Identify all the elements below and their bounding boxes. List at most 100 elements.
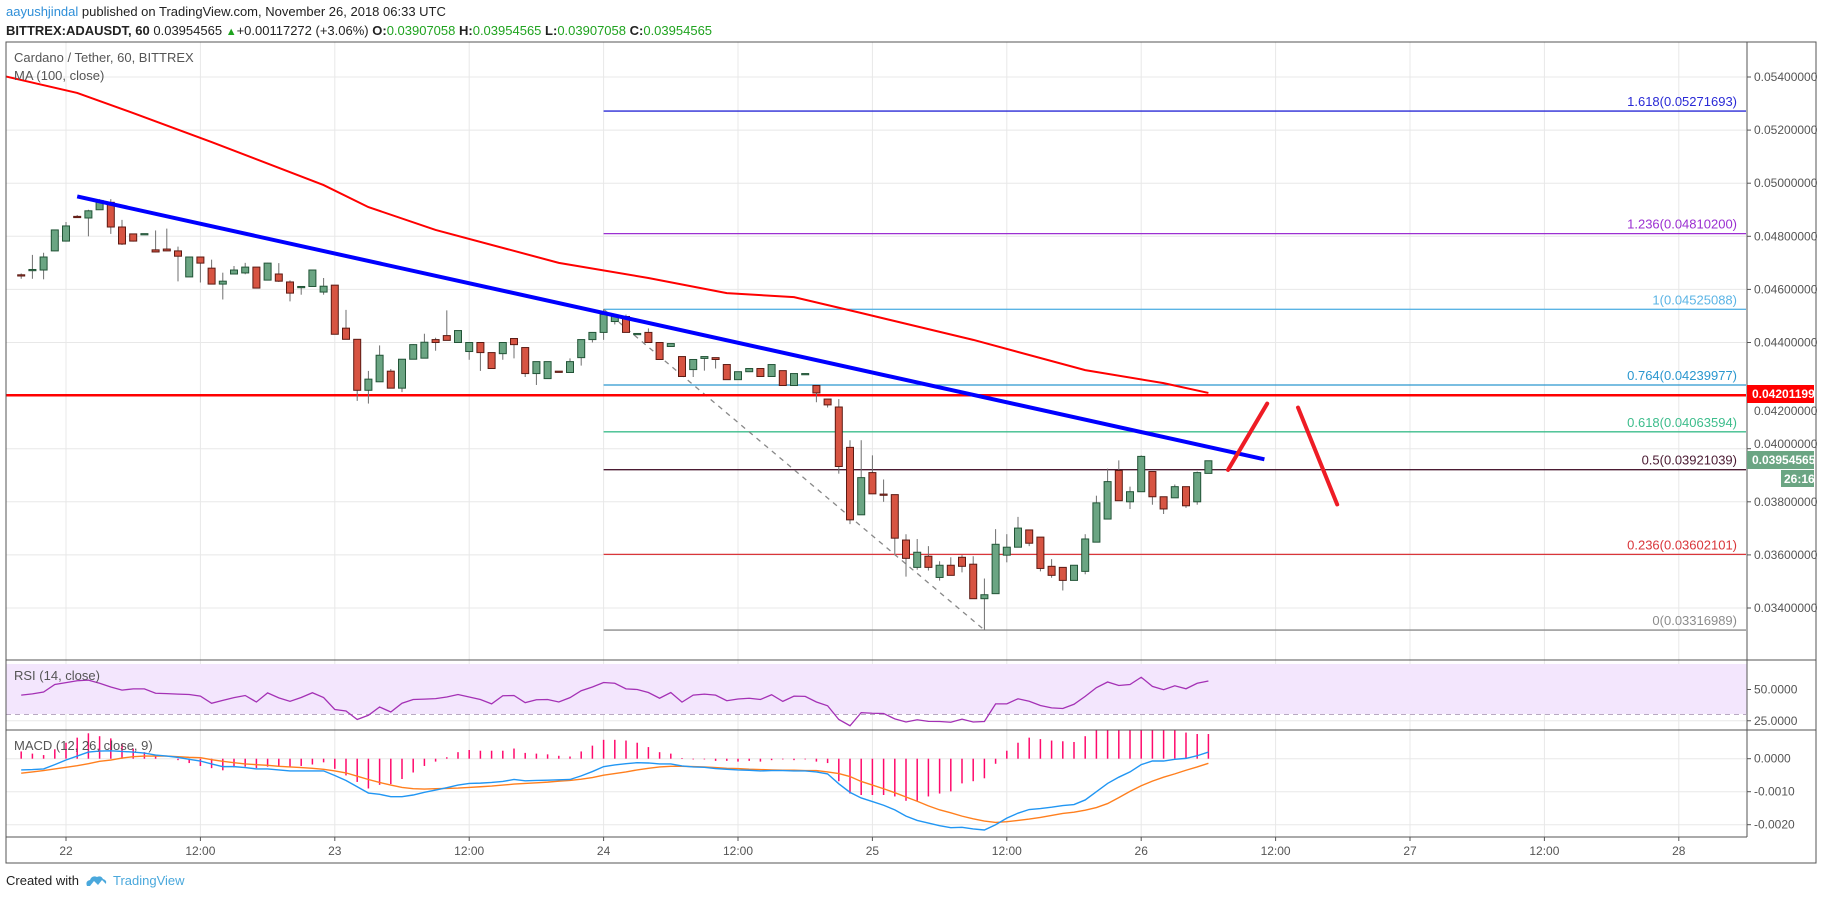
tradingview-link[interactable]: TradingView [112, 873, 185, 888]
y-tick-label: 0.05000000 [1754, 176, 1818, 190]
candle-body [297, 285, 306, 289]
rsi-pane [21, 676, 1209, 727]
candle-body [431, 339, 440, 343]
candle [577, 339, 586, 366]
candle [230, 266, 238, 275]
candle-body [946, 564, 955, 576]
candle-body [722, 364, 731, 381]
macd-line [21, 750, 1209, 831]
candle [84, 209, 93, 237]
candle [196, 256, 205, 283]
candle-body [1193, 472, 1202, 503]
macd-pane [20, 730, 1210, 831]
candle [879, 479, 888, 502]
symbol-info: BITTREX:ADAUSDT, 60 0.03954565 ▲+0.00117… [6, 23, 712, 38]
candle [364, 370, 373, 404]
publish-info: aayushjindal published on TradingView.co… [6, 4, 446, 19]
candle-body [756, 368, 765, 377]
candle-body [409, 344, 418, 360]
author-link[interactable]: aayushjindal [6, 4, 79, 19]
candle-body [39, 256, 48, 271]
fibonacci-retracement[interactable]: 1.618(0.05271693) 1.236(0.04810200) 1(0.04… [603, 94, 1746, 631]
candle-body [1002, 546, 1011, 556]
candle-body [1092, 502, 1101, 543]
candle-body [364, 378, 373, 391]
candle-body [241, 266, 250, 274]
y-tick-label: 0.04200000 [1754, 404, 1818, 418]
rsi-legend[interactable]: RSI (14, close) [14, 668, 100, 683]
low-label: L: [545, 23, 558, 38]
candle-body [174, 250, 182, 257]
candle [1014, 516, 1022, 548]
y-tick-label: 0.04000000 [1754, 437, 1818, 451]
candle-body [588, 331, 597, 341]
candle [375, 345, 384, 383]
candle-body [17, 274, 26, 277]
candle [17, 273, 26, 279]
candle [1025, 529, 1034, 547]
candle-body [1204, 460, 1213, 474]
candle-body [812, 385, 821, 394]
candle [812, 385, 821, 403]
candle-body [263, 262, 272, 281]
candle-body [196, 256, 205, 264]
ma-legend[interactable]: MA (100, close) [14, 68, 105, 83]
x-tick-label: 12:00 [723, 844, 753, 858]
close-label: C: [629, 23, 644, 38]
candle [62, 221, 70, 242]
candle-body [476, 342, 485, 354]
candle [73, 215, 82, 219]
low-value: 0.03907058 [557, 23, 626, 38]
fib-level-label: 1(0.04525088) [1652, 292, 1737, 307]
x-tick-label: 23 [328, 844, 342, 858]
fib-level-label: 0(0.03316989) [1652, 613, 1737, 628]
candle-body [778, 370, 787, 387]
x-tick-label: 12:00 [185, 844, 215, 858]
candle [666, 343, 675, 347]
candle [521, 347, 530, 378]
candle-body [902, 539, 910, 559]
candle [274, 263, 283, 282]
candle-body [73, 215, 82, 219]
candle-body [1126, 491, 1134, 503]
candle-body [969, 563, 978, 600]
candle-body [666, 343, 675, 347]
candle-body [487, 352, 496, 370]
candle [543, 361, 552, 380]
candle-body [342, 327, 350, 340]
candle [409, 344, 418, 360]
candle-body [230, 269, 238, 275]
candle-body [1036, 536, 1045, 569]
candle [510, 338, 518, 359]
candle [554, 370, 563, 373]
created-with-text: Created with [6, 873, 79, 888]
candle [431, 337, 440, 351]
candle-body [890, 494, 899, 539]
candle [991, 529, 1000, 595]
candle-body [207, 267, 216, 285]
x-tick-label: 24 [597, 844, 611, 858]
candle [1081, 534, 1090, 575]
candle-body [689, 358, 698, 371]
candle-body [1014, 527, 1022, 548]
gridlines [6, 42, 1746, 837]
last-price: 0.03954565 [153, 23, 223, 38]
candle-body [1148, 471, 1157, 498]
y-tick-label: 0.05400000 [1754, 70, 1818, 84]
countdown-text: 26:16 [1784, 472, 1815, 486]
candle-body [498, 342, 507, 355]
candle-body [151, 249, 160, 253]
candle [734, 371, 742, 381]
candle [1058, 566, 1067, 591]
candle [633, 332, 642, 336]
price-tags: 0.04201199 0.03954565 26:16 [1747, 385, 1816, 487]
candle-body [1182, 486, 1190, 507]
candle [487, 352, 496, 370]
candle [700, 356, 709, 371]
candle-body [1170, 486, 1179, 499]
candle-body [140, 233, 149, 236]
macd-legend[interactable]: MACD (12, 26, close, 9) [14, 738, 153, 753]
candle [890, 494, 899, 554]
candle-body [1047, 565, 1056, 576]
